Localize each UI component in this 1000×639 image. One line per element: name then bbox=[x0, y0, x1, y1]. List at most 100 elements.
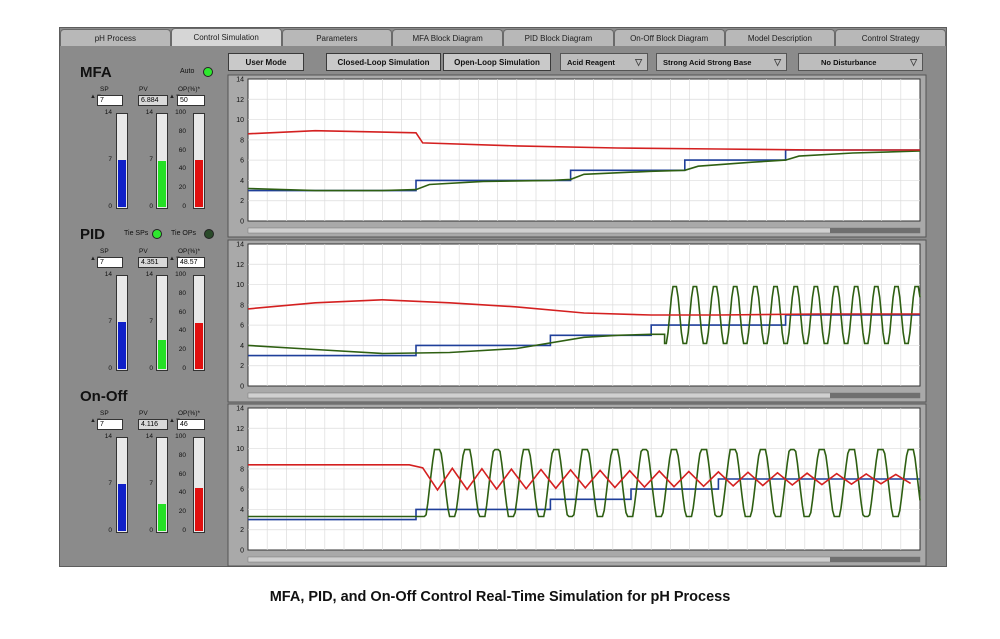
figure-caption: MFA, PID, and On-Off Control Real-Time S… bbox=[269, 589, 731, 605]
on-off-op-gauge bbox=[193, 437, 205, 533]
mfa-sp-label: SP bbox=[100, 86, 109, 93]
pid-title: PID bbox=[80, 226, 106, 243]
scrollbar-thumb[interactable] bbox=[830, 228, 920, 233]
on-off-pv-gauge bbox=[156, 437, 168, 533]
mfa-pv-tick: 7 bbox=[149, 156, 153, 163]
pid-pv-field: 4.351 bbox=[138, 257, 168, 268]
pid-op-tick: 80 bbox=[178, 289, 186, 297]
pid-sp-label: SP bbox=[100, 248, 109, 255]
pid-sp-tick: 0 bbox=[108, 365, 112, 372]
on-off-sp-label: SP bbox=[100, 410, 109, 417]
scrollbar-thumb[interactable] bbox=[830, 557, 920, 562]
scrollbar-thumb[interactable] bbox=[830, 393, 920, 398]
y-tick-label: 10 bbox=[236, 117, 244, 124]
pid-op-label: OP(%)* bbox=[178, 248, 201, 255]
on-off-title: On-Off bbox=[80, 388, 128, 405]
on-off-sp-tick: 7 bbox=[108, 480, 112, 487]
on-off-op-gauge-fill bbox=[195, 487, 203, 531]
mfa-pv-tick: 14 bbox=[145, 109, 153, 116]
on-off-sp-gauge-fill bbox=[118, 484, 126, 531]
tab-parameters[interactable]: Parameters bbox=[281, 29, 393, 46]
on-off-op-tick: 100 bbox=[175, 433, 186, 440]
on-off-op-tick: 80 bbox=[178, 451, 186, 459]
reagent-dropdown[interactable]: Acid Reagent ▽ bbox=[560, 53, 648, 71]
pid-pv-tick: 14 bbox=[145, 271, 153, 278]
on-off-pv-tick: 14 bbox=[145, 433, 153, 440]
mfa-op-tick: 40 bbox=[178, 165, 186, 173]
mfa-sp-field[interactable]: 7 bbox=[97, 95, 123, 106]
y-tick-label: 8 bbox=[240, 302, 244, 309]
pid-pv-gauge bbox=[156, 275, 168, 371]
pid-pv-label: PV bbox=[139, 248, 148, 255]
on-off-op-field[interactable]: 46 bbox=[177, 419, 205, 430]
pid-op-tick: 20 bbox=[178, 346, 186, 354]
chevron-down-icon: ▽ bbox=[774, 57, 781, 67]
y-tick-label: 8 bbox=[240, 137, 244, 144]
y-tick-label: 2 bbox=[240, 363, 244, 370]
on-off-sp-gauge bbox=[116, 437, 128, 533]
series-line-1 bbox=[248, 314, 920, 357]
chevron-down-icon: ▽ bbox=[910, 57, 917, 67]
pid-toggle-led[interactable] bbox=[152, 229, 162, 239]
mfa-toggle-label: Auto bbox=[180, 68, 195, 75]
tab-mfa-block-diagram[interactable]: MFA Block Diagram bbox=[392, 29, 503, 46]
pid-op-spinner[interactable]: ▲▼ bbox=[169, 256, 181, 262]
chart-panel-2: 14 12 10 8 6 4 2 0 bbox=[227, 239, 927, 403]
series-line-1 bbox=[248, 478, 920, 521]
pid-op-tick: 40 bbox=[178, 327, 186, 335]
charts-area: 14 12 10 8 6 4 2 0 14 12 10 8 6 4 2 0 14 12 10 8 6 4 2 0 bbox=[227, 74, 927, 567]
pid-sp-field[interactable]: 7 bbox=[97, 257, 123, 268]
chart-scrollbar[interactable] bbox=[247, 227, 921, 234]
y-tick-label: 10 bbox=[236, 282, 244, 289]
mfa-op-gauge-fill bbox=[195, 160, 203, 207]
pid-toggle2-led[interactable] bbox=[204, 229, 214, 239]
mfa-sp-tick: 7 bbox=[108, 156, 112, 163]
mfa-sp-tick: 14 bbox=[104, 109, 112, 116]
y-tick-label: 4 bbox=[240, 507, 244, 514]
y-tick-label: 0 bbox=[240, 384, 244, 391]
on-off-pv-tick: 7 bbox=[149, 480, 153, 487]
tab-control-simulation[interactable]: Control Simulation bbox=[170, 28, 282, 46]
disturbance-dropdown[interactable]: No Disturbance ▽ bbox=[798, 53, 923, 71]
chart-scrollbar[interactable] bbox=[247, 556, 921, 563]
tab-control-strategy[interactable]: Control Strategy bbox=[835, 29, 946, 46]
mfa-sp-spinner[interactable]: ▲▼ bbox=[90, 94, 102, 100]
chart-scrollbar[interactable] bbox=[247, 392, 921, 399]
reagent-value: Acid Reagent bbox=[567, 57, 615, 67]
series-line-2 bbox=[248, 448, 921, 518]
tab-model-description[interactable]: Model Description bbox=[724, 29, 836, 46]
on-off-op-tick: 40 bbox=[178, 489, 186, 497]
y-tick-label: 0 bbox=[240, 548, 244, 555]
pid-sp-spinner[interactable]: ▲▼ bbox=[90, 256, 102, 262]
tab-pid-block-diagram[interactable]: PID Block Diagram bbox=[503, 29, 614, 46]
user-mode-button[interactable]: User Mode bbox=[228, 53, 304, 71]
mfa-op-tick: 100 bbox=[175, 109, 186, 116]
pid-op-tick: 60 bbox=[178, 308, 186, 316]
on-off-sp-field[interactable]: 7 bbox=[97, 419, 123, 430]
on-off-pv-label: PV bbox=[139, 410, 148, 417]
on-off-pv-field: 4.116 bbox=[138, 419, 168, 430]
mfa-sp-gauge-fill bbox=[118, 160, 126, 207]
pid-toggle-label: Tie SPs bbox=[124, 230, 149, 237]
mfa-op-field[interactable]: 50 bbox=[177, 95, 205, 106]
open-loop-simulation-button[interactable]: Open-Loop Simulation bbox=[443, 53, 551, 71]
tab-ph-process[interactable]: pH Process bbox=[60, 29, 171, 46]
tab-bar: pH Process Control Simulation Parameters… bbox=[60, 28, 946, 46]
closed-loop-simulation-button[interactable]: Closed-Loop Simulation bbox=[326, 53, 441, 71]
pid-op-gauge bbox=[193, 275, 205, 371]
on-off-op-spinner[interactable]: ▲▼ bbox=[169, 418, 181, 424]
y-tick-label: 6 bbox=[240, 158, 244, 165]
y-tick-label: 6 bbox=[240, 487, 244, 494]
on-off-sp-spinner[interactable]: ▲▼ bbox=[90, 418, 102, 424]
pid-op-field[interactable]: 48.57 bbox=[177, 257, 205, 268]
mfa-op-spinner[interactable]: ▲▼ bbox=[169, 94, 181, 100]
mfa-op-tick: 60 bbox=[178, 146, 186, 154]
tab-on-off-block-diagram[interactable]: On-Off Block Diagram bbox=[613, 29, 725, 46]
series-line-3 bbox=[247, 298, 920, 316]
chart-panel-3: 14 12 10 8 6 4 2 0 bbox=[227, 403, 927, 567]
y-tick-label: 0 bbox=[240, 219, 244, 226]
process-type-dropdown[interactable]: Strong Acid Strong Base ▽ bbox=[656, 53, 787, 71]
pid-sp-gauge-fill bbox=[118, 322, 126, 369]
y-tick-label: 4 bbox=[240, 178, 244, 185]
mfa-toggle-led[interactable] bbox=[203, 67, 213, 77]
